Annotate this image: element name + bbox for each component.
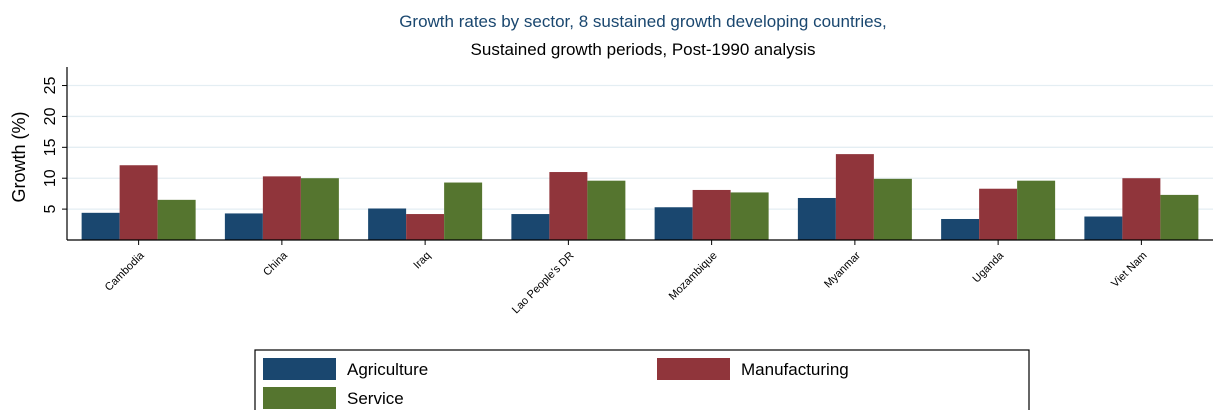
legend: Agriculture Manufacturing Service (254, 349, 1030, 410)
y-tick-label: 20 (42, 107, 59, 125)
legend-swatch-manufacturing (657, 358, 730, 380)
bar-agriculture (941, 218, 980, 240)
bar-service (1160, 194, 1199, 240)
x-tick-label: Viet Nam (1109, 250, 1149, 290)
bar-service (157, 199, 196, 240)
y-tick-label: 5 (42, 205, 59, 214)
x-tick-label: China (261, 249, 290, 278)
bar-manufacturing (692, 189, 731, 240)
y-tick-label: 10 (42, 169, 59, 187)
bar-manufacturing (119, 165, 158, 240)
bar-manufacturing (262, 176, 301, 240)
chart-title: Growth rates by sector, 8 sustained grow… (399, 12, 887, 31)
x-tick-label: Lao People's DR (510, 250, 577, 317)
y-axis-label: Growth (%) (9, 111, 29, 202)
x-tick-label: Mozambique (667, 250, 720, 303)
bar-manufacturing (406, 214, 445, 240)
bar-manufacturing (835, 154, 874, 240)
bar-service (300, 178, 339, 240)
bar-agriculture (797, 197, 836, 240)
x-tick-label: Cambodia (103, 249, 148, 294)
legend-label-manufacturing: Manufacturing (741, 360, 849, 379)
bar-agriculture (224, 213, 263, 240)
bar-agriculture (511, 214, 550, 240)
bar-service (444, 182, 483, 240)
legend-swatch-service (263, 387, 336, 409)
chart-subtitle: Sustained growth periods, Post-1990 anal… (471, 40, 816, 59)
bar-manufacturing (1122, 178, 1161, 240)
legend-label-agriculture: Agriculture (347, 360, 428, 379)
bar-service (1017, 180, 1056, 240)
y-tick-label: 15 (42, 138, 59, 156)
bar-manufacturing (549, 172, 588, 240)
bar-agriculture (654, 207, 693, 240)
bar-agriculture (81, 212, 120, 240)
bar-service (587, 180, 626, 240)
bar-service (730, 192, 769, 240)
bar-agriculture (368, 208, 407, 240)
x-tick-label: Iraq (411, 250, 433, 272)
x-tick-label: Myanmar (822, 249, 863, 290)
legend-box (254, 349, 1030, 410)
bar-agriculture (1084, 216, 1123, 240)
legend-swatch-agriculture (263, 358, 336, 380)
x-tick-label: Uganda (971, 249, 1007, 285)
y-tick-label: 25 (42, 77, 59, 95)
legend-label-service: Service (347, 389, 404, 408)
bar-service (873, 178, 912, 240)
bar-manufacturing (979, 188, 1018, 240)
